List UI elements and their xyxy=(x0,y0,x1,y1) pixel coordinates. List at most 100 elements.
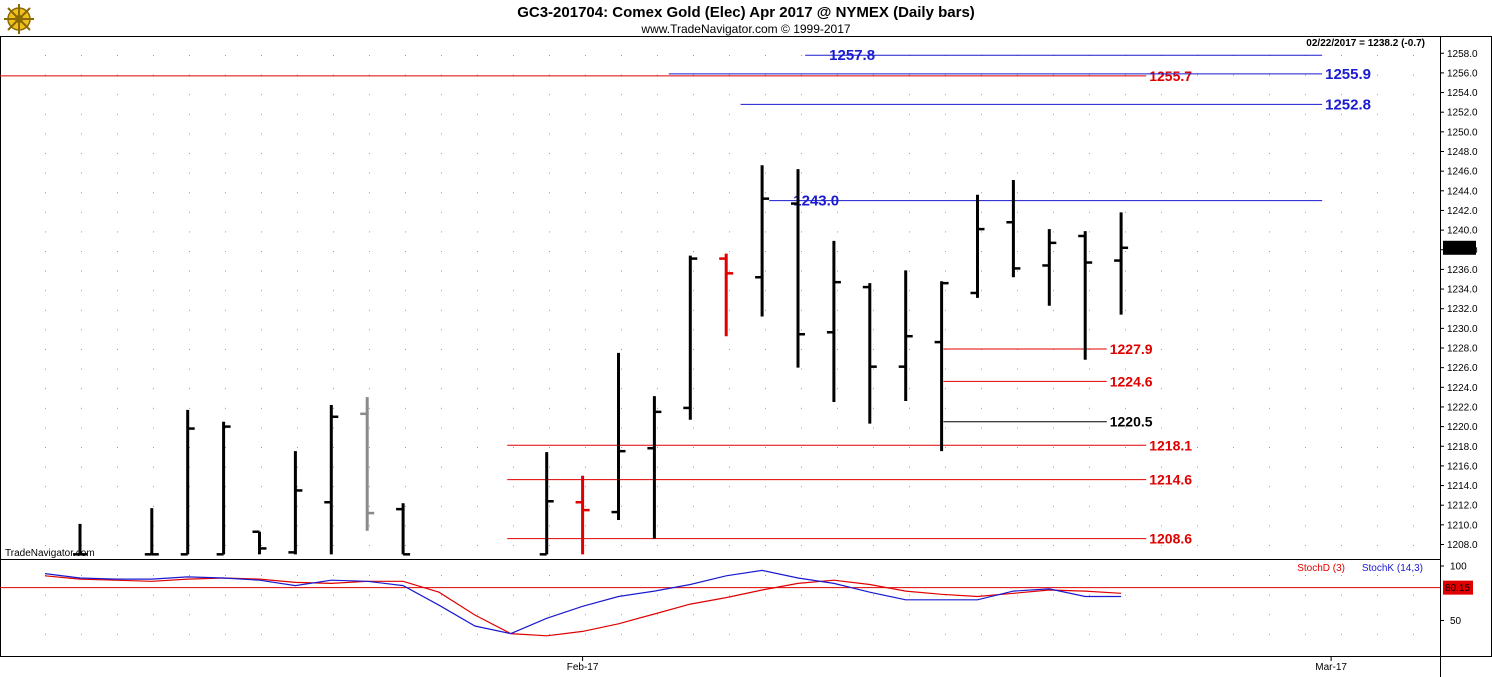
grid-dot xyxy=(1233,427,1234,429)
grid-dot xyxy=(837,368,838,370)
grid-dot xyxy=(945,349,946,350)
grid-dot xyxy=(1305,153,1306,154)
grid-dot xyxy=(1089,94,1090,96)
grid-dot xyxy=(801,525,802,527)
grid-dot xyxy=(1269,309,1270,311)
grid-dot xyxy=(1233,231,1234,233)
grid-dot xyxy=(801,614,802,616)
grid-dot xyxy=(1125,427,1126,429)
grid-dot xyxy=(909,447,910,448)
grid-dot xyxy=(549,172,550,174)
grid-dot xyxy=(621,427,622,429)
grid-dot xyxy=(45,614,46,616)
grid-dot xyxy=(909,505,910,507)
grid-dot xyxy=(981,153,982,154)
grid-dot xyxy=(405,329,406,331)
stoch-value-marker xyxy=(1443,580,1473,595)
grid-dot xyxy=(153,133,154,135)
y-tick-label: 1210.0 xyxy=(1447,520,1478,531)
grid-dot xyxy=(153,74,154,76)
grid-dot xyxy=(909,192,910,194)
grid-dot xyxy=(117,251,118,252)
grid-dot xyxy=(693,545,694,546)
grid-dot xyxy=(81,153,82,154)
grid-dot xyxy=(333,505,334,507)
grid-dot xyxy=(369,525,370,527)
grid-dot xyxy=(945,153,946,154)
grid-dot xyxy=(477,329,478,331)
grid-dot xyxy=(1269,329,1270,331)
grid-dot xyxy=(621,575,622,576)
grid-dot xyxy=(189,329,190,331)
grid-dot xyxy=(981,575,982,576)
grid-dot xyxy=(585,486,586,488)
grid-dot xyxy=(513,309,514,311)
grid-dot xyxy=(1377,633,1378,635)
grid-dot xyxy=(1017,309,1018,311)
grid-dot xyxy=(369,329,370,331)
grid-dot xyxy=(1377,270,1378,272)
grid-dot xyxy=(1161,211,1162,213)
grid-dot xyxy=(1341,309,1342,311)
grid-dot xyxy=(117,486,118,488)
grid-dot xyxy=(837,133,838,135)
stochD-legend: StochD (3) xyxy=(1297,563,1345,574)
grid-dot xyxy=(873,133,874,135)
grid-dot xyxy=(1269,270,1270,272)
grid-dot xyxy=(693,388,694,390)
grid-dot xyxy=(693,614,694,616)
grid-dot xyxy=(1161,633,1162,635)
grid-dot xyxy=(1089,505,1090,507)
grid-dot xyxy=(1197,633,1198,635)
grid-dot xyxy=(441,133,442,135)
grid-dot xyxy=(369,94,370,96)
grid-dot xyxy=(945,614,946,616)
grid-dot xyxy=(693,113,694,115)
grid-dot xyxy=(729,594,730,596)
grid-dot xyxy=(1161,525,1162,527)
grid-dot xyxy=(1377,368,1378,370)
y-tick-label: 1220.0 xyxy=(1447,422,1478,433)
grid-dot xyxy=(549,447,550,448)
grid-dot xyxy=(873,388,874,390)
grid-dot xyxy=(657,349,658,350)
grid-dot xyxy=(549,388,550,390)
grid-dot xyxy=(1269,388,1270,390)
grid-dot xyxy=(1125,329,1126,331)
grid-dot xyxy=(549,525,550,527)
grid-dot xyxy=(837,153,838,154)
grid-dot xyxy=(765,192,766,194)
grid-dot xyxy=(765,614,766,616)
grid-dot xyxy=(477,113,478,115)
grid-dot xyxy=(909,466,910,468)
grid-dot xyxy=(909,329,910,331)
grid-dot xyxy=(405,211,406,213)
grid-dot xyxy=(477,153,478,154)
grid-dot xyxy=(1269,633,1270,635)
grid-dot xyxy=(1341,153,1342,154)
grid-dot xyxy=(1377,55,1378,56)
grid-dot xyxy=(693,55,694,56)
grid-dot xyxy=(1089,192,1090,194)
grid-dot xyxy=(1377,594,1378,596)
grid-dot xyxy=(585,309,586,311)
grid-dot xyxy=(1233,388,1234,390)
grid-dot xyxy=(657,486,658,488)
grid-dot xyxy=(873,172,874,174)
grid-dot xyxy=(1269,575,1270,576)
grid-dot xyxy=(369,545,370,546)
grid-dot xyxy=(1269,466,1270,468)
grid-dot xyxy=(621,270,622,272)
grid-dot xyxy=(1377,211,1378,213)
grid-dot xyxy=(1341,505,1342,507)
grid-dot xyxy=(477,309,478,311)
grid-dot xyxy=(477,133,478,135)
grid-dot xyxy=(513,388,514,390)
grid-dot xyxy=(765,133,766,135)
grid-dot xyxy=(477,594,478,596)
grid-dot xyxy=(1233,94,1234,96)
grid-dot xyxy=(657,368,658,370)
grid-dot xyxy=(225,427,226,429)
grid-dot xyxy=(837,407,838,409)
grid-dot xyxy=(729,113,730,115)
